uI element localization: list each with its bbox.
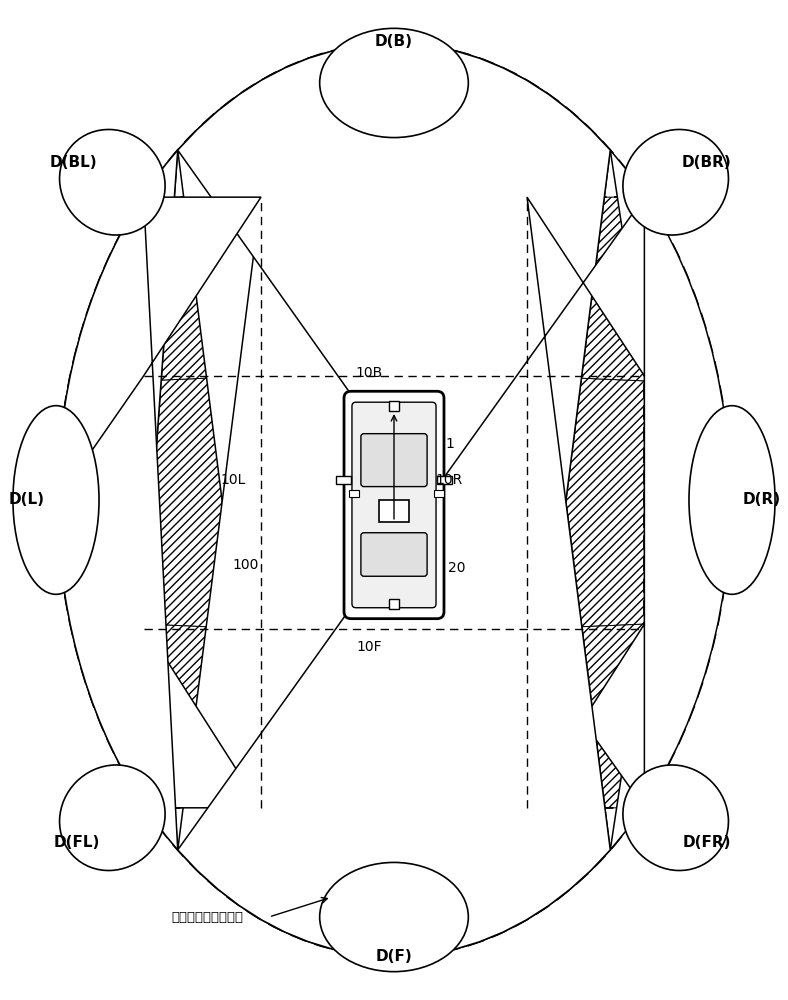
Polygon shape <box>143 376 261 629</box>
Polygon shape <box>58 150 261 808</box>
Text: 100: 100 <box>232 558 258 572</box>
Polygon shape <box>527 376 645 629</box>
Text: 1: 1 <box>446 437 455 451</box>
Text: D(R): D(R) <box>742 492 781 508</box>
Bar <box>389 599 399 609</box>
Polygon shape <box>527 624 645 808</box>
Text: 10F: 10F <box>356 640 381 654</box>
Bar <box>434 490 444 497</box>
FancyBboxPatch shape <box>361 434 427 487</box>
Ellipse shape <box>60 129 165 235</box>
Ellipse shape <box>623 129 728 235</box>
Polygon shape <box>178 43 610 808</box>
Ellipse shape <box>13 406 99 594</box>
Text: 10R: 10R <box>435 473 463 487</box>
Ellipse shape <box>58 43 730 957</box>
Bar <box>143 197 645 808</box>
Bar <box>379 500 409 522</box>
Polygon shape <box>143 624 261 808</box>
Ellipse shape <box>60 765 165 871</box>
Bar <box>349 490 359 497</box>
Polygon shape <box>178 44 645 808</box>
Ellipse shape <box>689 406 775 594</box>
Bar <box>389 401 399 411</box>
Text: 10B: 10B <box>355 366 383 380</box>
Polygon shape <box>261 197 527 376</box>
Polygon shape <box>178 197 645 956</box>
FancyBboxPatch shape <box>344 391 444 619</box>
Ellipse shape <box>320 28 468 138</box>
Text: 10L: 10L <box>221 473 247 487</box>
Text: D(B): D(B) <box>375 34 413 49</box>
FancyBboxPatch shape <box>352 402 436 608</box>
Text: D(L): D(L) <box>8 492 44 508</box>
Polygon shape <box>261 629 527 808</box>
Polygon shape <box>58 197 261 850</box>
Text: D(BL): D(BL) <box>50 155 97 170</box>
Text: D(FL): D(FL) <box>54 835 100 850</box>
Bar <box>336 476 351 484</box>
Text: 20: 20 <box>448 561 466 575</box>
Polygon shape <box>58 150 178 850</box>
Polygon shape <box>143 197 261 381</box>
Text: D(BR): D(BR) <box>682 155 732 170</box>
Text: D(FR): D(FR) <box>682 835 731 850</box>
Ellipse shape <box>320 862 468 972</box>
Polygon shape <box>527 197 645 381</box>
Text: 俯瞰图像的显示范围: 俯瞰图像的显示范围 <box>171 911 243 924</box>
Text: D(F): D(F) <box>376 949 412 964</box>
Polygon shape <box>178 197 610 957</box>
Bar <box>437 476 452 484</box>
FancyBboxPatch shape <box>361 533 427 576</box>
Polygon shape <box>610 150 730 850</box>
Ellipse shape <box>623 765 728 871</box>
